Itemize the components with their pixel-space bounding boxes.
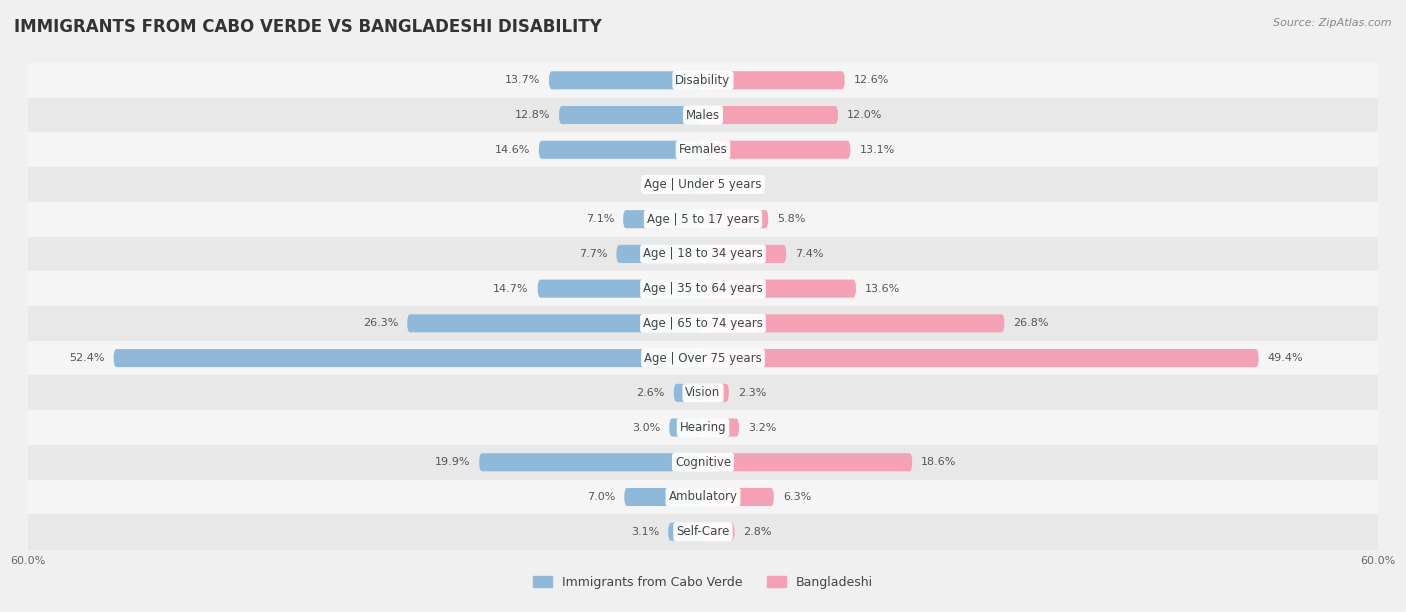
Text: Age | Under 5 years: Age | Under 5 years <box>644 178 762 191</box>
Text: Age | Over 75 years: Age | Over 75 years <box>644 351 762 365</box>
Text: 13.7%: 13.7% <box>505 75 540 85</box>
FancyBboxPatch shape <box>537 280 703 297</box>
Bar <box>28 132 1378 167</box>
Bar <box>28 237 1378 271</box>
Text: 7.1%: 7.1% <box>586 214 614 224</box>
FancyBboxPatch shape <box>703 71 845 89</box>
Text: Males: Males <box>686 108 720 122</box>
Text: Self-Care: Self-Care <box>676 525 730 538</box>
Text: Age | 65 to 74 years: Age | 65 to 74 years <box>643 317 763 330</box>
Bar <box>28 63 1378 98</box>
Text: 2.3%: 2.3% <box>738 388 766 398</box>
Text: Cognitive: Cognitive <box>675 456 731 469</box>
FancyBboxPatch shape <box>703 349 1258 367</box>
Bar <box>28 306 1378 341</box>
Bar <box>28 375 1378 410</box>
Bar <box>28 445 1378 480</box>
FancyBboxPatch shape <box>479 453 703 471</box>
FancyBboxPatch shape <box>703 245 786 263</box>
Bar <box>28 271 1378 306</box>
Bar <box>28 480 1378 514</box>
Legend: Immigrants from Cabo Verde, Bangladeshi: Immigrants from Cabo Verde, Bangladeshi <box>527 570 879 594</box>
Text: 2.8%: 2.8% <box>744 527 772 537</box>
FancyBboxPatch shape <box>548 71 703 89</box>
FancyBboxPatch shape <box>703 280 856 297</box>
Text: 3.1%: 3.1% <box>631 527 659 537</box>
FancyBboxPatch shape <box>703 176 717 193</box>
Text: 3.0%: 3.0% <box>633 422 661 433</box>
Text: Age | 5 to 17 years: Age | 5 to 17 years <box>647 213 759 226</box>
Bar <box>28 341 1378 375</box>
Bar <box>28 167 1378 202</box>
FancyBboxPatch shape <box>616 245 703 263</box>
Text: 49.4%: 49.4% <box>1268 353 1303 363</box>
Text: 26.3%: 26.3% <box>363 318 398 329</box>
Text: 7.0%: 7.0% <box>586 492 616 502</box>
FancyBboxPatch shape <box>703 419 740 436</box>
FancyBboxPatch shape <box>673 384 703 402</box>
FancyBboxPatch shape <box>703 488 773 506</box>
Text: 1.3%: 1.3% <box>727 179 755 190</box>
Text: Vision: Vision <box>685 386 721 399</box>
FancyBboxPatch shape <box>669 419 703 436</box>
Text: 13.1%: 13.1% <box>859 145 894 155</box>
Text: Source: ZipAtlas.com: Source: ZipAtlas.com <box>1274 18 1392 28</box>
Text: Hearing: Hearing <box>679 421 727 434</box>
FancyBboxPatch shape <box>623 210 703 228</box>
Text: 13.6%: 13.6% <box>865 283 900 294</box>
Text: 12.0%: 12.0% <box>846 110 883 120</box>
FancyBboxPatch shape <box>624 488 703 506</box>
Text: 26.8%: 26.8% <box>1014 318 1049 329</box>
Text: 14.7%: 14.7% <box>494 283 529 294</box>
Bar <box>28 410 1378 445</box>
Bar <box>28 202 1378 237</box>
Text: 14.6%: 14.6% <box>495 145 530 155</box>
Text: Ambulatory: Ambulatory <box>668 490 738 504</box>
Text: 12.8%: 12.8% <box>515 110 550 120</box>
Text: 1.7%: 1.7% <box>647 179 675 190</box>
Text: 3.2%: 3.2% <box>748 422 776 433</box>
FancyBboxPatch shape <box>703 523 734 541</box>
Bar <box>28 514 1378 549</box>
Text: 19.9%: 19.9% <box>434 457 470 467</box>
Text: 52.4%: 52.4% <box>69 353 104 363</box>
Text: Disability: Disability <box>675 74 731 87</box>
Text: 7.7%: 7.7% <box>579 249 607 259</box>
Text: IMMIGRANTS FROM CABO VERDE VS BANGLADESHI DISABILITY: IMMIGRANTS FROM CABO VERDE VS BANGLADESH… <box>14 18 602 36</box>
FancyBboxPatch shape <box>408 315 703 332</box>
Text: 12.6%: 12.6% <box>853 75 889 85</box>
Bar <box>28 98 1378 132</box>
Text: 2.6%: 2.6% <box>637 388 665 398</box>
FancyBboxPatch shape <box>703 315 1004 332</box>
Text: 7.4%: 7.4% <box>796 249 824 259</box>
FancyBboxPatch shape <box>703 141 851 159</box>
Text: Age | 35 to 64 years: Age | 35 to 64 years <box>643 282 763 295</box>
FancyBboxPatch shape <box>114 349 703 367</box>
FancyBboxPatch shape <box>703 384 728 402</box>
Text: 5.8%: 5.8% <box>778 214 806 224</box>
FancyBboxPatch shape <box>703 453 912 471</box>
Text: 6.3%: 6.3% <box>783 492 811 502</box>
FancyBboxPatch shape <box>683 176 703 193</box>
Text: Females: Females <box>679 143 727 156</box>
FancyBboxPatch shape <box>538 141 703 159</box>
FancyBboxPatch shape <box>703 210 768 228</box>
FancyBboxPatch shape <box>703 106 838 124</box>
Text: 18.6%: 18.6% <box>921 457 956 467</box>
FancyBboxPatch shape <box>560 106 703 124</box>
Text: Age | 18 to 34 years: Age | 18 to 34 years <box>643 247 763 261</box>
FancyBboxPatch shape <box>668 523 703 541</box>
